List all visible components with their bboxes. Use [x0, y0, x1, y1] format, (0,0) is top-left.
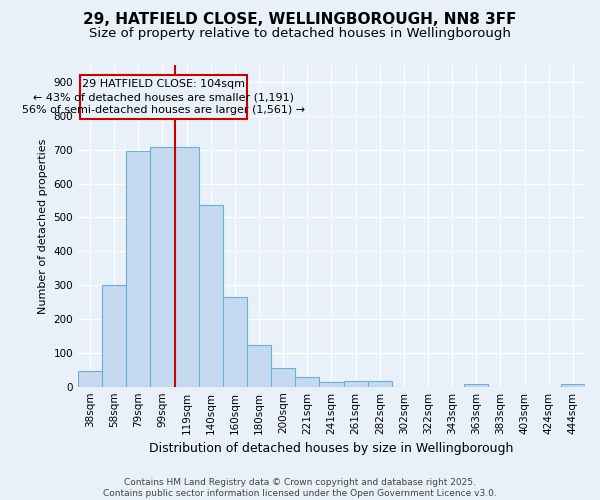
Bar: [102, 285, 126, 386]
Y-axis label: Number of detached properties: Number of detached properties: [38, 138, 48, 314]
Bar: [223, 297, 247, 386]
Bar: [368, 380, 392, 386]
Bar: [319, 382, 344, 386]
Text: 29 HATFIELD CLOSE: 104sqm
← 43% of detached houses are smaller (1,191)
56% of se: 29 HATFIELD CLOSE: 104sqm ← 43% of detac…: [22, 79, 305, 116]
Bar: [295, 377, 319, 386]
Bar: [151, 148, 175, 386]
Bar: [271, 368, 295, 386]
Bar: [126, 152, 151, 386]
FancyBboxPatch shape: [80, 75, 247, 119]
Text: Size of property relative to detached houses in Wellingborough: Size of property relative to detached ho…: [89, 28, 511, 40]
Bar: [199, 205, 223, 386]
X-axis label: Distribution of detached houses by size in Wellingborough: Distribution of detached houses by size …: [149, 442, 514, 455]
Bar: [561, 384, 585, 386]
Text: Contains HM Land Registry data © Crown copyright and database right 2025.
Contai: Contains HM Land Registry data © Crown c…: [103, 478, 497, 498]
Bar: [247, 346, 271, 387]
Text: 29, HATFIELD CLOSE, WELLINGBOROUGH, NN8 3FF: 29, HATFIELD CLOSE, WELLINGBOROUGH, NN8 …: [83, 12, 517, 28]
Bar: [175, 148, 199, 386]
Bar: [344, 380, 368, 386]
Bar: [78, 372, 102, 386]
Bar: [464, 384, 488, 386]
